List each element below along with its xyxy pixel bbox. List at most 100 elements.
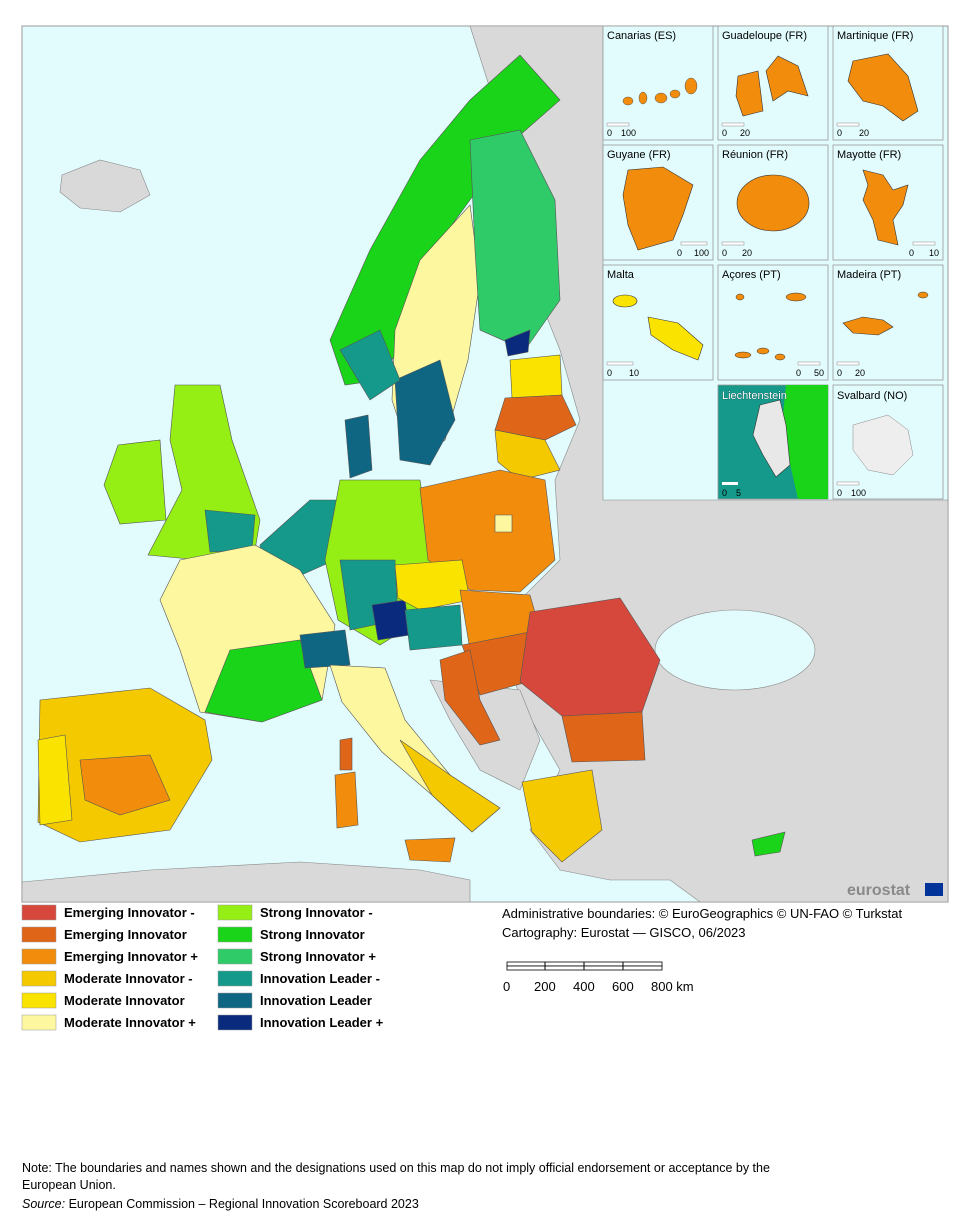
inset-scale-label: 0 <box>607 368 612 378</box>
legend-swatch <box>217 926 253 943</box>
scale-label: 400 <box>573 979 595 994</box>
source-text: European Commission – Regional Innovatio… <box>65 1197 419 1211</box>
inset: Martinique (FR) 0 20 <box>832 25 944 141</box>
brand-logo: eurostat <box>847 882 911 899</box>
inset-scale-label: 0 <box>837 488 842 498</box>
inset-land <box>734 292 807 361</box>
inset-scale-label: 0 <box>722 128 727 138</box>
legend-swatch <box>21 992 57 1009</box>
inset-scale-bar <box>721 122 745 127</box>
helsinki <box>504 329 531 357</box>
inset-land <box>765 55 809 102</box>
legend-label: Moderate Innovator + <box>64 1015 196 1030</box>
inset-title: Malta <box>607 269 635 281</box>
inset-title: Martinique (FR) <box>837 30 913 42</box>
black-sea <box>654 609 816 691</box>
inset-scale-label: 0 <box>722 248 727 258</box>
legend-swatch <box>21 1014 57 1031</box>
lithuania <box>494 429 561 481</box>
africa <box>21 861 471 903</box>
legend-swatch <box>217 1014 253 1031</box>
czechia <box>394 559 471 611</box>
finland <box>469 129 561 351</box>
inset-land <box>847 53 919 122</box>
legend-swatch <box>217 904 253 921</box>
inset-title: Madeira (PT) <box>837 269 901 281</box>
inset-scale-label: 20 <box>740 128 750 138</box>
inset-scale-bar <box>836 361 860 366</box>
estonia <box>509 354 563 399</box>
legend-label: Emerging Innovator + <box>64 949 198 964</box>
credit: Cartography: Eurostat — GISCO, 06/2023 <box>502 925 746 940</box>
inset-scale-label: 50 <box>814 368 824 378</box>
denmark <box>344 414 373 479</box>
source-label: Source: <box>22 1197 65 1211</box>
inset: Açores (PT) 0 50 <box>717 264 829 381</box>
legend-label: Innovation Leader + <box>260 1015 384 1030</box>
map-land <box>21 25 949 903</box>
insets: Canarias (ES) 0 100 Guadeloupe (FR) 0 20… <box>602 25 944 500</box>
eu-flag <box>925 883 943 896</box>
legend-label: Innovation Leader - <box>260 971 380 986</box>
inset-land <box>647 316 704 361</box>
inset-land <box>622 166 694 251</box>
legend-label: Strong Innovator <box>260 927 365 942</box>
south-east-england <box>204 509 256 553</box>
legend-swatch <box>217 970 253 987</box>
legend-label: Emerging Innovator - <box>64 905 195 920</box>
greece <box>521 769 603 863</box>
inset-scale-label: 100 <box>621 128 636 138</box>
inset-scale-label: 100 <box>851 488 866 498</box>
inset-land <box>783 385 828 499</box>
legend-swatch <box>21 948 57 965</box>
stockholm <box>394 359 456 466</box>
legend-swatch <box>21 970 57 987</box>
legend-swatch <box>217 992 253 1009</box>
inset-scale-bar <box>836 122 860 127</box>
sicily <box>404 837 456 863</box>
inset: Mayotte (FR) 0 10 <box>832 144 944 261</box>
inset-scale-label: 20 <box>855 368 865 378</box>
inset-land <box>735 70 764 117</box>
inset-scale-label: 100 <box>694 248 709 258</box>
inset-scale-label: 20 <box>859 128 869 138</box>
inset-scale-label: 0 <box>677 248 682 258</box>
inset-title: Canarias (ES) <box>607 30 676 42</box>
inset-scale-bar <box>836 481 860 486</box>
inset-scale-label: 10 <box>629 368 639 378</box>
legend-label: Emerging Innovator <box>64 927 187 942</box>
ireland <box>103 439 167 525</box>
inset: Malta 0 10 <box>602 264 714 381</box>
legend-label: Moderate Innovator - <box>64 971 193 986</box>
sardinia <box>334 771 359 829</box>
inset-title: Guyane (FR) <box>607 149 671 161</box>
source: Source: European Commission – Regional I… <box>22 1197 419 1211</box>
scale-label: 800 km <box>651 979 694 994</box>
inset-land <box>736 174 810 232</box>
inset-land <box>862 169 909 246</box>
inset-scale-label: 0 <box>909 248 914 258</box>
central-spain <box>79 754 171 816</box>
corsica <box>339 737 353 771</box>
inset-scale-label: 0 <box>796 368 801 378</box>
inset-scale-label: 5 <box>736 488 741 498</box>
inset-title: Liechtenstein <box>722 390 787 402</box>
inset: Svalbard (NO) 0 100 <box>832 384 944 500</box>
inset-title: Mayotte (FR) <box>837 149 901 161</box>
austria <box>404 604 463 651</box>
southern-france <box>204 639 323 723</box>
scale-label: 200 <box>534 979 556 994</box>
inset: Madeira (PT) 0 20 <box>832 264 944 381</box>
inset-land <box>612 294 638 308</box>
legend-swatch <box>21 904 57 921</box>
scale-label: 0 <box>503 979 510 994</box>
inset-scale-label: 20 <box>742 248 752 258</box>
bavaria <box>371 599 411 641</box>
bulgaria <box>561 711 646 763</box>
inset-scale-bar <box>797 361 821 366</box>
inset: Réunion (FR) 0 20 <box>717 144 829 261</box>
legend-swatch <box>21 926 57 943</box>
legend-label: Strong Innovator + <box>260 949 376 964</box>
